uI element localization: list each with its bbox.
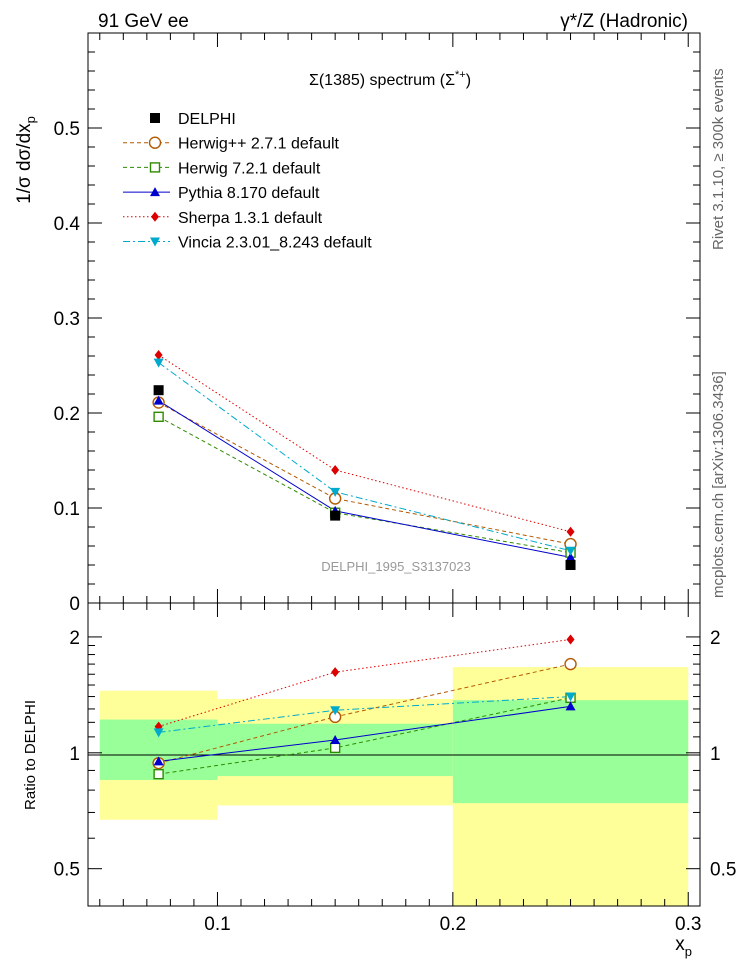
- rivet-version-label: Rivet 3.1.10, ≥ 300k events: [710, 68, 727, 250]
- ratio-point-pythia: [330, 734, 341, 744]
- legend-label-vincia: Vincia 2.3.01_8.243 default: [178, 235, 372, 252]
- ratio-x-tick-label: 0.1: [204, 914, 230, 935]
- legend-marker-pythia: [150, 187, 160, 197]
- ratio-point-herwigpp: [564, 657, 577, 671]
- ratio-point-herwig7: [329, 742, 341, 754]
- legend-label-sherpa: Sherpa 1.3.1 default: [178, 210, 323, 227]
- legend: DELPHI Herwig++ 2.7.1 default Herwig 7.2.1…: [123, 111, 372, 252]
- ratio-y-tick-label-right: 2: [710, 628, 721, 649]
- ratio-x-tick-label: 0.2: [440, 914, 466, 935]
- ratio-point-sherpa: [331, 667, 340, 678]
- main-y-tick-label: 0.3: [54, 309, 80, 330]
- ratio-y-tick-label-right: 0.5: [710, 860, 736, 881]
- main-y-tick-label: 0.4: [54, 214, 81, 235]
- legend-marker-herwigpp: [148, 136, 162, 149]
- legend-marker-data: [150, 113, 160, 123]
- ratio-point-pythia: [153, 756, 164, 766]
- ratio-y-axis-label: Ratio to DELPHI: [22, 700, 39, 810]
- main-line-herwigpp: [158, 402, 571, 545]
- main-point-vincia: [153, 358, 164, 368]
- ratio-panel: 0.1 0.2 0.3 0.5 0.5 1 1 2 2 Ratio to DELPHI xp: [22, 602, 736, 959]
- legend-label-herwigpp: Herwig++ 2.7.1 default: [178, 136, 340, 153]
- main-point-sherpa: [566, 526, 575, 537]
- x-axis-label: xp: [675, 934, 692, 959]
- main-y-tick-label: 0.1: [54, 499, 80, 520]
- ratio-point-pythia: [565, 701, 576, 711]
- main-title-text: Σ(1385) spectrum (Σ: [309, 72, 455, 89]
- ratio-point-vincia: [330, 706, 341, 716]
- ratio-point-herwig7: [153, 768, 164, 780]
- legend-marker-herwig7: [149, 162, 161, 173]
- main-series: [152, 350, 577, 570]
- main-line-pythia: [158, 400, 571, 558]
- ratio-point-vincia: [565, 692, 576, 702]
- main-point-data: [330, 510, 341, 521]
- legend-marker-sherpa: [151, 211, 159, 222]
- main-title-superscript: *+: [455, 69, 466, 81]
- header-right-label: γ*/Z (Hadronic): [560, 11, 688, 32]
- ratio-y-tick-label-left: 2: [69, 628, 80, 649]
- watermark-label: DELPHI_1995_S3137023: [321, 559, 471, 574]
- legend-label-data: DELPHI: [178, 111, 236, 128]
- ratio-y-tick-label-left: 1: [69, 744, 80, 765]
- main-title-close: ): [466, 72, 471, 89]
- main-axis-ticks: 0 0.1 0.2 0.3 0.4 0.5: [54, 33, 700, 615]
- main-y-tick-label: 0: [69, 594, 80, 615]
- main-y-tick-label: 0.2: [54, 404, 80, 425]
- ratio-y-tick-label-right: 1: [710, 744, 721, 765]
- legend-marker-vincia: [150, 237, 160, 247]
- main-point-data: [153, 385, 164, 396]
- ratio-uncertainty-bands: [99, 667, 689, 906]
- ratio-band-inner: [452, 700, 689, 804]
- ratio-plot-frame: [87, 602, 701, 907]
- ratio-point-vincia: [153, 728, 164, 738]
- main-panel: 00.10.20.30.40.5 Σ(1385) spectrum (Σ*+) …: [14, 32, 701, 615]
- mcplots-reference-label: mcplots.cern.ch [arXiv:1306.3436]: [710, 371, 727, 598]
- main-y-axis-label: 1/σ dσ/dxp: [14, 116, 38, 204]
- ratio-axis-ticks: 0.1 0.2 0.3 0.5 0.5 1 1 2 2: [54, 603, 736, 935]
- ratio-line-vincia: [158, 696, 571, 733]
- ratio-x-tick-label: 0.3: [675, 914, 701, 935]
- legend-label-herwig7: Herwig 7.2.1 default: [178, 160, 321, 177]
- main-point-data: [565, 560, 576, 570]
- main-point-sherpa: [154, 350, 163, 361]
- header-left-label: 91 GeV ee: [98, 11, 189, 32]
- ratio-y-tick-label-left: 0.5: [54, 860, 80, 881]
- ratio-point-sherpa: [566, 634, 575, 645]
- main-title: Σ(1385) spectrum (Σ*+): [309, 69, 471, 89]
- main-point-vincia: [330, 487, 341, 497]
- main-point-vincia: [565, 546, 576, 556]
- main-line-herwig7: [158, 416, 571, 554]
- legend-label-pythia: Pythia 8.170 default: [178, 185, 320, 202]
- main-point-pythia: [565, 552, 576, 562]
- ratio-series: [152, 634, 577, 780]
- main-y-tick-label: 0.5: [54, 119, 80, 140]
- main-line-vincia: [158, 362, 571, 552]
- main-point-pythia: [153, 395, 164, 405]
- main-line-sherpa: [158, 354, 571, 533]
- main-point-sherpa: [331, 465, 340, 475]
- main-point-herwig7: [153, 411, 164, 422]
